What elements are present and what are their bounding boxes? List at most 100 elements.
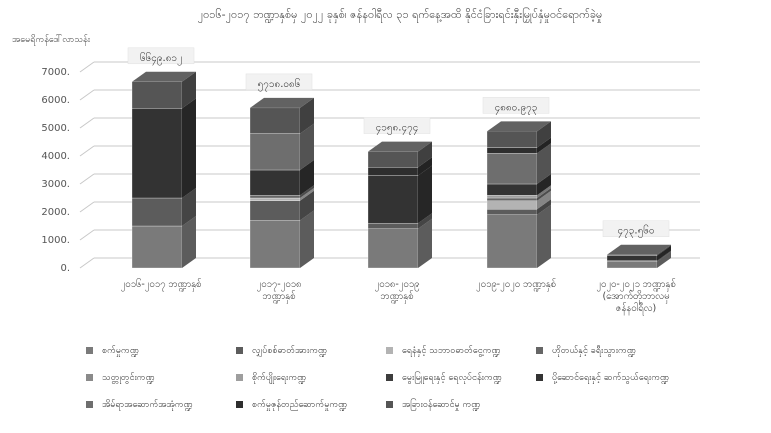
x-tick-label: ၂၀၂၀-၂၀၂၁ ဘဏ္ဍာနှစ် <box>596 279 676 291</box>
bar-segment-side <box>418 165 432 224</box>
gridline-diag <box>79 89 95 101</box>
bar-segment-side <box>537 204 551 268</box>
bars <box>131 71 671 269</box>
bar-segment <box>249 195 301 199</box>
legend-swatch <box>386 347 393 354</box>
gridline-diag <box>79 257 95 269</box>
total-label-text: ၆၆၄၉.၈၁၂ <box>140 51 182 66</box>
total-label-text: ၄၈၈၀.၉၇၃ <box>495 102 538 115</box>
legend-label: စက်မှုဇုန်တည်ဆောက်မှုကဏ္ဍ <box>252 400 348 410</box>
y-tick-label: 2000. <box>41 207 70 218</box>
bar-segment-side <box>300 185 314 198</box>
bar-segment-side <box>300 97 314 134</box>
total-label: ၄၁၅၈.၄၇၄ <box>363 117 431 136</box>
x-tick-label: ဘဏ္ဍာနှစ် <box>263 291 296 303</box>
total-label-box <box>245 73 313 91</box>
legend-label: ပို့ဆောင်ရေးနှင့် ဆက်သွယ်ရေးကဏ္ဍ <box>552 373 670 383</box>
total-label: ၄၈၈၀.၉၇၃ <box>482 97 550 115</box>
bar-top <box>132 71 196 82</box>
legend-label: ဟိုတယ်နှင့် ခရီးသွားကဏ္ဍ <box>552 346 636 356</box>
legend-swatch <box>386 401 393 408</box>
bar-top <box>368 141 432 152</box>
bar-segment-side <box>537 190 551 210</box>
y-tick-label: 0. <box>60 263 70 274</box>
y-tick-label: 7000. <box>41 67 70 78</box>
gridline-diag <box>79 201 95 213</box>
bar-segment-side <box>657 250 671 262</box>
legend-swatch <box>536 374 543 381</box>
y-tick-label: 6000. <box>41 95 70 106</box>
chart-title: ၂၀၁၆-၂၀၁၇ ဘဏ္ဍာနှစ်မှ ၂၀၂၂ ခုနှစ်၊ ဇန်နဝ… <box>197 8 603 21</box>
bar-segment-side <box>537 199 551 215</box>
bar-segment-side <box>418 141 432 168</box>
legend-label: စက်မှုကဏ္ဍ <box>102 346 139 356</box>
bar-segment-side <box>537 174 551 196</box>
bar-segment <box>606 261 658 269</box>
bar-segment-side <box>537 188 551 201</box>
bar-segment <box>486 183 538 196</box>
bar-segment-side <box>418 213 432 229</box>
y-axis-label: အမေရိကန်ဒေါ်လာသန်း <box>12 35 90 45</box>
total-label: ၅၇၁၈.၀၈၆ <box>245 73 313 92</box>
y-tick-label: 4000. <box>41 151 70 162</box>
bar-top <box>607 244 671 255</box>
y-tick-label: 5000. <box>41 123 70 134</box>
bar-segment-side <box>657 244 671 256</box>
bar-segment-side <box>300 188 314 201</box>
x-tick-label: ဇန်နဝါရီလ) <box>616 303 657 315</box>
legend-label: သတ္တုတွင်းကဏ္ဍ <box>102 373 155 383</box>
bar-segment <box>606 254 658 256</box>
bar-segment <box>486 195 538 199</box>
total-label: ၄၇၃.၅၆၀ <box>602 220 670 239</box>
bar-segment <box>131 108 183 199</box>
bar-segment <box>249 197 301 201</box>
x-tick-label: (အောက်တိုဘာလမှ <box>602 291 669 303</box>
legend-label: အိမ်ရာအဆောက်အအုံကဏ္ဍ <box>102 400 193 410</box>
bar-segment-side <box>537 137 551 154</box>
total-label-box <box>482 97 550 114</box>
bar-segment-side <box>182 98 196 198</box>
x-tick-label: ၂၀၁၉-၂၀၂၀ ဘဏ္ဍာနှစ် <box>476 279 557 291</box>
bar-segment <box>606 255 658 261</box>
bar-segment-side <box>537 143 551 184</box>
x-tick-label: ဘဏ္ဍာနှစ် <box>381 291 414 303</box>
bar-segment <box>249 107 301 134</box>
legend-swatch <box>536 347 543 354</box>
bar-segment <box>131 225 183 269</box>
bar-segment <box>249 169 301 196</box>
legend-swatch <box>86 401 93 408</box>
bar-segment <box>131 81 183 109</box>
legend-label: အခြားဝန်ဆောင်မှု ကဏ္ဍ <box>402 400 481 410</box>
legend-label: ရေနံနှင့် သဘာဝဓာတ်ငွေ့ကဏ္ဍ <box>402 346 501 356</box>
bar-segment <box>367 228 419 269</box>
bar-segment-side <box>182 188 196 226</box>
legend-swatch <box>86 347 93 354</box>
bar-segment <box>367 175 419 224</box>
bar-segment-side <box>300 123 314 170</box>
bar-segment <box>486 209 538 215</box>
bar-segment <box>486 200 538 210</box>
legend-swatch <box>236 374 243 381</box>
bar-segment <box>131 197 183 227</box>
bar-segment-side <box>537 121 551 148</box>
total-label-box <box>363 117 431 134</box>
y-tick-label: 3000. <box>41 179 70 190</box>
bar-segment <box>367 151 419 168</box>
bar-segment <box>367 223 419 229</box>
total-label-box <box>602 220 670 237</box>
bar-segment <box>486 147 538 154</box>
bar-segment <box>249 133 301 171</box>
bar-segment <box>486 131 538 148</box>
total-label-box <box>127 47 195 65</box>
total-label-text: ၅၇၁၈.၀၈၆ <box>258 77 301 92</box>
legend-label: စိုက်ပျိုးရေးကဏ္ဍ <box>252 373 307 383</box>
bar-segment <box>367 167 419 176</box>
y-tick-label: 1000. <box>41 235 70 246</box>
bar-segment <box>249 220 301 269</box>
bar-top <box>250 97 314 108</box>
gridline-diag <box>79 173 95 185</box>
legend-swatch <box>386 374 393 381</box>
gridline-diag <box>79 145 95 157</box>
